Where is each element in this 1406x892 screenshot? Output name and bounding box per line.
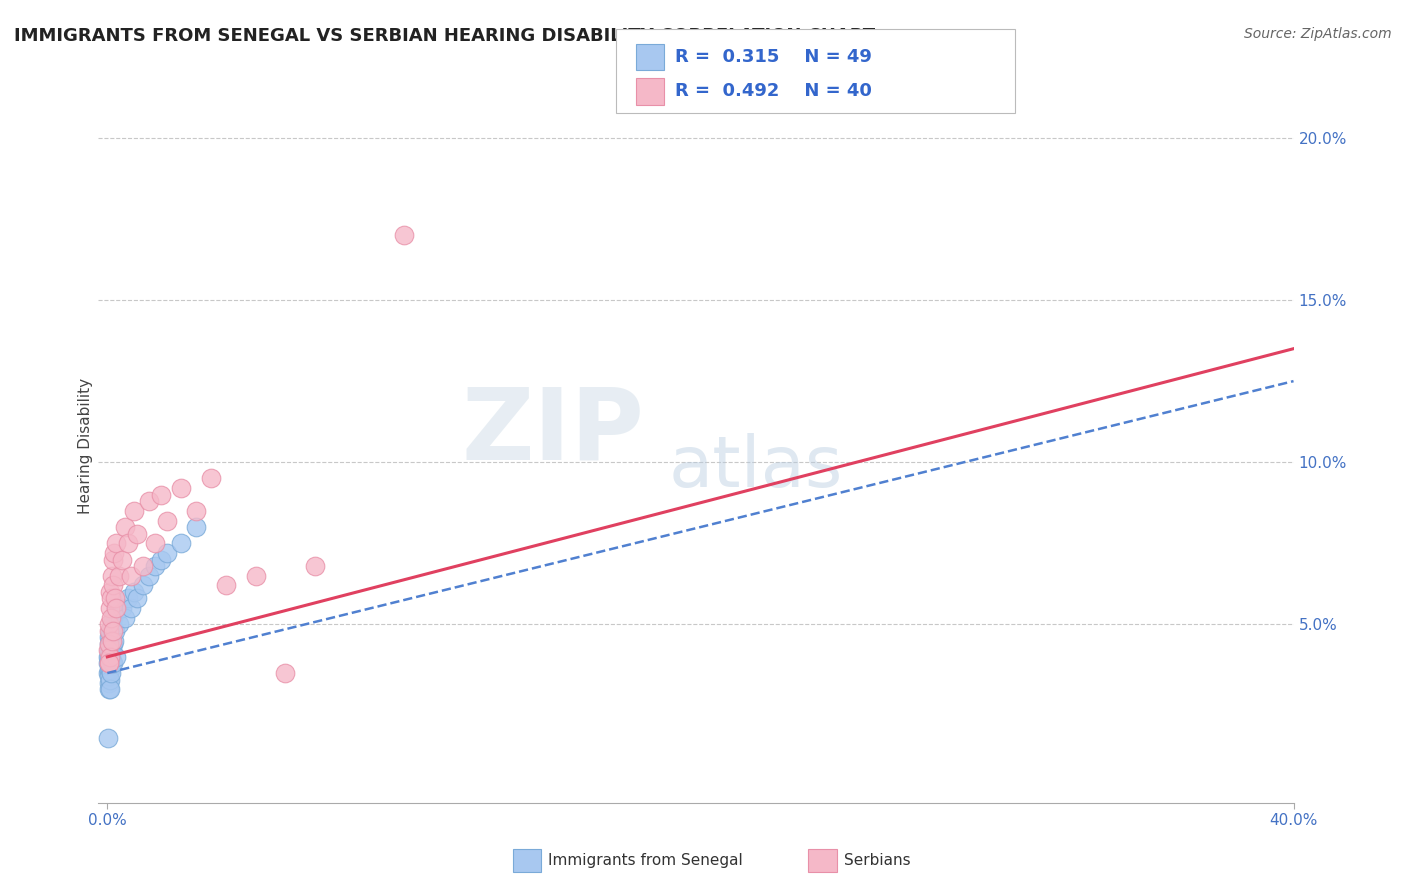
Point — [98, 682, 121, 697]
Point — [108, 617, 131, 632]
Point — [98, 682, 121, 697]
Point — [100, 568, 122, 582]
Point — [98, 643, 121, 657]
Point — [103, 611, 125, 625]
Point — [245, 568, 267, 582]
Point — [143, 536, 166, 550]
Point — [149, 552, 172, 566]
Point — [392, 228, 415, 243]
Point — [105, 601, 128, 615]
Point — [98, 631, 121, 645]
Point — [100, 657, 122, 671]
Point — [97, 663, 120, 677]
Point — [100, 591, 122, 606]
Point — [98, 657, 121, 671]
Point — [103, 578, 125, 592]
Point — [97, 624, 120, 638]
Point — [132, 578, 155, 592]
Text: IMMIGRANTS FROM SENEGAL VS SERBIAN HEARING DISABILITY CORRELATION CHART: IMMIGRANTS FROM SENEGAL VS SERBIAN HEARI… — [14, 27, 875, 45]
Point — [274, 666, 297, 681]
Point — [156, 546, 179, 560]
Point — [97, 675, 120, 690]
Point — [97, 666, 120, 681]
Point — [97, 637, 120, 651]
Point — [149, 488, 172, 502]
Point — [100, 633, 122, 648]
Point — [98, 601, 121, 615]
Point — [98, 649, 121, 664]
Point — [111, 601, 134, 615]
Point — [105, 601, 128, 615]
Point — [98, 673, 121, 687]
Point — [97, 657, 120, 671]
Point — [97, 649, 120, 664]
Text: Serbians: Serbians — [844, 854, 910, 868]
Point — [122, 504, 145, 518]
Point — [103, 657, 125, 671]
Point — [101, 552, 124, 566]
Point — [104, 591, 127, 606]
Point — [97, 657, 120, 671]
Point — [98, 669, 121, 683]
Text: Source: ZipAtlas.com: Source: ZipAtlas.com — [1244, 27, 1392, 41]
Point — [101, 643, 124, 657]
Point — [114, 611, 136, 625]
Point — [98, 657, 121, 671]
Point — [170, 536, 193, 550]
Point — [100, 643, 122, 657]
Point — [120, 601, 142, 615]
Point — [132, 559, 155, 574]
Point — [101, 637, 124, 651]
Text: Immigrants from Senegal: Immigrants from Senegal — [548, 854, 744, 868]
Point — [98, 663, 121, 677]
Y-axis label: Hearing Disability: Hearing Disability — [77, 378, 93, 514]
Point — [143, 559, 166, 574]
Point — [100, 611, 122, 625]
Point — [100, 649, 122, 664]
Point — [100, 666, 122, 681]
Point — [215, 578, 238, 592]
Point — [103, 633, 125, 648]
Text: atlas: atlas — [668, 433, 844, 502]
Point — [97, 657, 120, 671]
Point — [125, 526, 148, 541]
Point — [170, 481, 193, 495]
Point — [200, 471, 222, 485]
Point — [100, 617, 122, 632]
Point — [120, 568, 142, 582]
Point — [122, 585, 145, 599]
Point — [103, 546, 125, 560]
Point — [125, 591, 148, 606]
Point — [117, 536, 139, 550]
Point — [156, 514, 179, 528]
Point — [98, 585, 121, 599]
Point — [98, 649, 121, 664]
Text: R =  0.315    N = 49: R = 0.315 N = 49 — [675, 48, 872, 66]
Point — [101, 633, 124, 648]
Point — [98, 624, 121, 638]
Text: ZIP: ZIP — [461, 384, 644, 480]
Point — [97, 643, 120, 657]
Point — [97, 643, 120, 657]
Point — [101, 624, 124, 638]
Point — [104, 624, 127, 638]
Point — [97, 637, 120, 651]
Point — [98, 617, 121, 632]
Point — [138, 568, 160, 582]
Point — [186, 520, 208, 534]
Point — [111, 552, 134, 566]
Point — [186, 504, 208, 518]
Point — [304, 559, 326, 574]
Point — [97, 731, 120, 745]
Point — [117, 591, 139, 606]
Point — [108, 568, 131, 582]
Point — [105, 536, 128, 550]
Point — [103, 624, 125, 638]
Text: R =  0.492    N = 40: R = 0.492 N = 40 — [675, 82, 872, 101]
Point — [105, 649, 128, 664]
Point — [98, 633, 121, 648]
Point — [138, 494, 160, 508]
Point — [114, 520, 136, 534]
